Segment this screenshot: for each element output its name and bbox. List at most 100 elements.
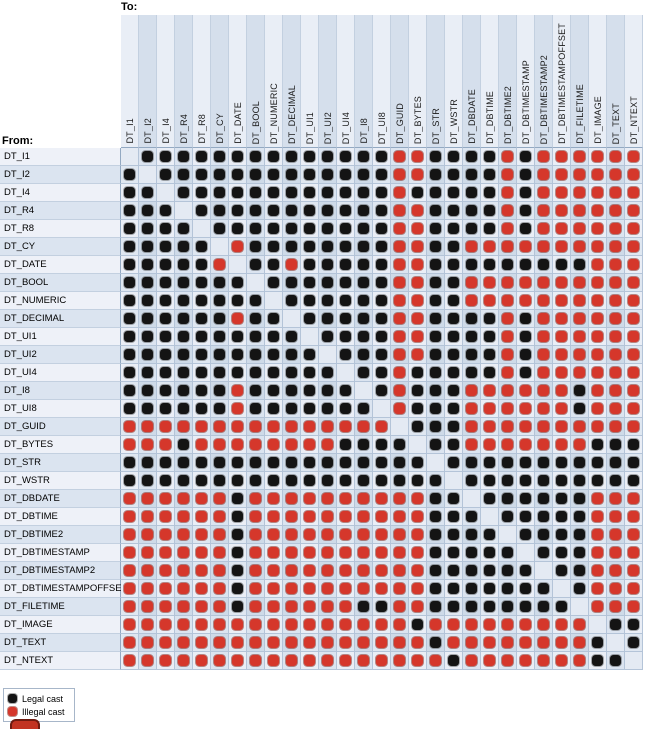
illegal-cast-dot bbox=[250, 421, 261, 432]
column-header-label: DT_BOOL bbox=[250, 100, 261, 144]
illegal-cast-dot bbox=[574, 241, 585, 252]
illegal-cast-dot bbox=[592, 511, 603, 522]
matrix-cell bbox=[175, 346, 193, 364]
matrix-cell bbox=[607, 454, 625, 472]
matrix-cell bbox=[229, 220, 247, 238]
matrix-cell bbox=[211, 256, 229, 274]
matrix-cell bbox=[607, 616, 625, 634]
matrix-cell bbox=[373, 400, 391, 418]
matrix-cell bbox=[535, 184, 553, 202]
matrix-cell bbox=[211, 238, 229, 256]
matrix-cell bbox=[445, 562, 463, 580]
legal-cast-dot bbox=[484, 601, 495, 612]
legal-cast-dot bbox=[502, 511, 513, 522]
legal-cast-dot bbox=[142, 313, 153, 324]
matrix-cell bbox=[193, 274, 211, 292]
legal-cast-dot bbox=[232, 457, 243, 468]
legal-cast-dot bbox=[376, 313, 387, 324]
matrix-cell bbox=[373, 364, 391, 382]
illegal-cast-dot bbox=[142, 619, 153, 630]
matrix-cell bbox=[517, 472, 535, 490]
legal-cast-dot bbox=[520, 511, 531, 522]
matrix-cell bbox=[607, 490, 625, 508]
illegal-cast-dot bbox=[124, 637, 135, 648]
matrix-cell bbox=[157, 508, 175, 526]
illegal-cast-dot bbox=[412, 277, 423, 288]
legal-cast-dot bbox=[340, 385, 351, 396]
legal-cast-dot bbox=[322, 241, 333, 252]
matrix-cell bbox=[481, 436, 499, 454]
row-label: DT_DATE bbox=[0, 256, 121, 274]
legal-cast-dot bbox=[142, 223, 153, 234]
legal-cast-dot bbox=[574, 565, 585, 576]
matrix-cell bbox=[319, 292, 337, 310]
illegal-cast-dot bbox=[394, 331, 405, 342]
matrix-cell bbox=[445, 382, 463, 400]
illegal-cast-dot bbox=[304, 601, 315, 612]
row-label: DT_I8 bbox=[0, 382, 121, 400]
matrix-cell bbox=[427, 490, 445, 508]
legal-cast-dot bbox=[556, 511, 567, 522]
legal-cast-dot bbox=[448, 331, 459, 342]
matrix-cell bbox=[175, 274, 193, 292]
legal-cast-dot bbox=[628, 475, 639, 486]
matrix-cell bbox=[373, 526, 391, 544]
illegal-cast-dot bbox=[592, 547, 603, 558]
matrix-cell bbox=[139, 364, 157, 382]
illegal-cast-dot bbox=[268, 619, 279, 630]
legal-cast-dot bbox=[484, 259, 495, 270]
matrix-cell bbox=[373, 202, 391, 220]
matrix-cell bbox=[139, 616, 157, 634]
matrix-cell bbox=[229, 148, 247, 166]
matrix-cell bbox=[589, 508, 607, 526]
legal-cast-dot bbox=[538, 475, 549, 486]
legal-cast-dot bbox=[466, 169, 477, 180]
matrix-cell bbox=[283, 274, 301, 292]
illegal-cast-dot bbox=[394, 313, 405, 324]
column-header: DT_UI2 bbox=[319, 15, 337, 148]
matrix-cell bbox=[121, 616, 139, 634]
illegal-cast-dot bbox=[286, 259, 297, 270]
illegal-cast-dot bbox=[394, 655, 405, 666]
legal-cast-dot bbox=[214, 169, 225, 180]
legal-cast-dot bbox=[178, 259, 189, 270]
matrix-cell bbox=[247, 562, 265, 580]
matrix-cell bbox=[571, 508, 589, 526]
legal-cast-dot bbox=[448, 277, 459, 288]
matrix-cell bbox=[409, 382, 427, 400]
illegal-cast-dot bbox=[502, 349, 513, 360]
illegal-cast-dot bbox=[628, 187, 639, 198]
matrix-cell bbox=[481, 526, 499, 544]
matrix-cell bbox=[589, 364, 607, 382]
matrix-cell bbox=[589, 544, 607, 562]
illegal-cast-dot bbox=[340, 601, 351, 612]
illegal-cast-dot bbox=[538, 187, 549, 198]
illegal-cast-dot bbox=[286, 619, 297, 630]
matrix-cell bbox=[283, 508, 301, 526]
legal-cast-dot bbox=[448, 187, 459, 198]
illegal-cast-dot bbox=[322, 619, 333, 630]
illegal-cast-dot bbox=[340, 493, 351, 504]
illegal-cast-dot bbox=[304, 619, 315, 630]
matrix-cell bbox=[211, 220, 229, 238]
matrix-cell bbox=[535, 616, 553, 634]
matrix-cell bbox=[337, 400, 355, 418]
illegal-cast-dot bbox=[574, 331, 585, 342]
matrix-cell bbox=[121, 364, 139, 382]
legal-cast-dot bbox=[538, 259, 549, 270]
matrix-cell bbox=[571, 166, 589, 184]
illegal-cast-dot bbox=[304, 655, 315, 666]
illegal-cast-dot bbox=[466, 241, 477, 252]
illegal-cast-dot bbox=[250, 511, 261, 522]
matrix-cell bbox=[283, 634, 301, 652]
matrix-cell bbox=[355, 382, 373, 400]
illegal-cast-dot bbox=[610, 493, 621, 504]
matrix-cell bbox=[373, 436, 391, 454]
illegal-cast-dot bbox=[484, 241, 495, 252]
legal-cast-dot bbox=[250, 403, 261, 414]
matrix-cell bbox=[157, 562, 175, 580]
illegal-cast-dot bbox=[556, 655, 567, 666]
legal-cast-dot bbox=[610, 655, 621, 666]
matrix-cell bbox=[283, 472, 301, 490]
matrix-cell bbox=[355, 418, 373, 436]
